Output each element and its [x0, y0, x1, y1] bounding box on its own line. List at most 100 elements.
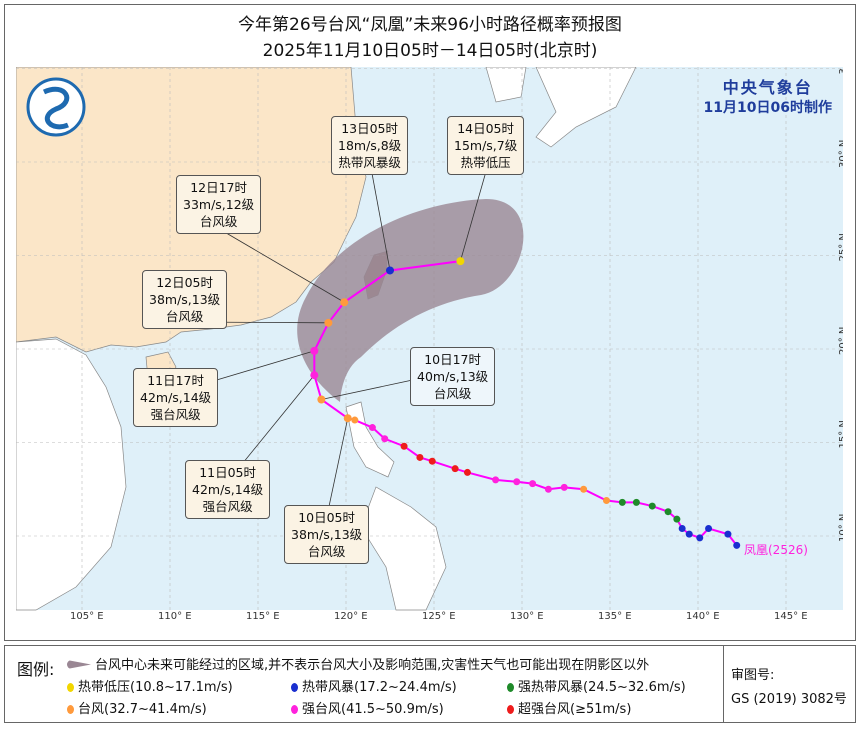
callout-level: 热带低压 [460, 155, 511, 170]
forecast-callout: 14日05时 15m/s,7级 热带低压 [447, 116, 525, 175]
cone-swatch-icon [67, 660, 91, 669]
legend: 图例: 台风中心未来可能经过的区域,并不表示台风大小及影响范围,灾害性天气也可能… [4, 645, 856, 723]
callout-wind: 42m/s,14级 [192, 482, 264, 497]
past-track-point [632, 498, 640, 506]
lon-label: 135° E [598, 611, 632, 622]
past-track-point [618, 498, 626, 506]
forecast-point[interactable] [456, 257, 465, 266]
typhoon-symbol-icon [507, 705, 514, 714]
callout-wind: 42m/s,14级 [140, 390, 212, 405]
legend-label: 强热带风暴(24.5~32.6m/s) [518, 680, 686, 695]
past-track-point [416, 453, 424, 461]
forecast-callout: 13日05时 18m/s,8级 热带风暴级 [331, 116, 409, 175]
past-track-point [705, 525, 713, 533]
callout-level: 强台风级 [202, 499, 253, 514]
past-track-point [451, 465, 459, 473]
past-track-point [463, 468, 471, 476]
callout-time: 13日05时 [341, 121, 399, 136]
forecast-callout: 12日17时 33m/s,12级 台风级 [176, 175, 262, 234]
past-track-point [529, 480, 537, 488]
review-label: 审图号: [731, 668, 775, 683]
legend-item: 台风(32.7~41.4m/s) [67, 698, 207, 717]
forecast-callout: 11日05时 42m/s,14级 强台风级 [185, 460, 271, 519]
lat-label: 25° N [838, 233, 843, 261]
callout-level: 台风级 [307, 544, 346, 559]
forecast-point[interactable] [317, 395, 326, 404]
past-track-point [724, 530, 732, 538]
callout-level: 热带风暴级 [338, 155, 401, 170]
callout-time: 11日17时 [147, 373, 204, 388]
lat-label: 35° N [838, 67, 843, 75]
indochina [16, 338, 127, 611]
leader-line [460, 167, 488, 262]
forecast-point[interactable] [343, 414, 352, 423]
callout-wind: 40m/s,13级 [417, 369, 489, 384]
typhoon-symbol-icon [507, 683, 514, 692]
legend-label: 强台风(41.5~50.9m/s) [302, 702, 444, 717]
lon-label: 105° E [70, 611, 104, 622]
forecast-point[interactable] [324, 318, 333, 327]
typhoon-name-label: 凤凰(2526) [744, 543, 808, 557]
callout-time: 12日17时 [190, 180, 247, 195]
leader-line [215, 226, 345, 303]
typhoon-symbol-icon [67, 683, 74, 692]
philippines-south [360, 486, 447, 611]
issue-time: 11月10日06时制作 [703, 100, 832, 116]
forecast-point[interactable] [310, 371, 319, 380]
map-title: 今年第26号台风“凤凰”未来96小时路径概率预报图 [238, 15, 622, 35]
legend-title: 图例: [17, 660, 55, 679]
forecast-point[interactable] [340, 298, 349, 307]
lon-label: 145° E [774, 611, 808, 622]
callout-time: 12日05时 [156, 275, 213, 290]
map-frame [4, 4, 856, 641]
callout-wind: 38m/s,13级 [291, 527, 363, 542]
lon-label: 110° E [158, 611, 192, 622]
callout-time: 10日17时 [424, 352, 481, 367]
typhoon-symbol-icon [291, 683, 298, 692]
past-track-point [685, 530, 693, 538]
forecast-callout: 10日17时 40m/s,13级 台风级 [410, 347, 496, 406]
forecast-point[interactable] [386, 266, 394, 275]
typhoon-symbol-icon [67, 705, 74, 714]
legend-item: 热带低压(10.8~17.1m/s) [67, 676, 233, 695]
past-track-point [560, 483, 568, 491]
review-number: GS (2019) 3082号 [731, 692, 847, 707]
past-track-point [678, 525, 686, 533]
legend-cone: 台风中心未来可能经过的区域,并不表示台风大小及影响范围,灾害性天气也可能出现在阴… [67, 654, 649, 673]
cma-logo [26, 77, 86, 137]
legend-item: 超强台风(≥51m/s) [507, 698, 631, 717]
callout-time: 11日05时 [199, 465, 256, 480]
legend-label: 超强台风(≥51m/s) [518, 702, 632, 717]
past-track-point [602, 496, 610, 504]
past-track-point [400, 442, 408, 450]
track-points [310, 257, 741, 549]
callout-level: 台风级 [433, 386, 472, 401]
past-track-point [733, 541, 741, 549]
korea [485, 67, 527, 103]
past-track-point [381, 435, 389, 443]
callout-time: 10日05时 [298, 510, 355, 525]
callout-wind: 38m/s,13级 [149, 292, 221, 307]
callout-wind: 15m/s,7级 [454, 138, 518, 153]
legend-item: 热带风暴(17.2~24.4m/s) [291, 676, 457, 695]
past-track-point [648, 502, 656, 510]
past-track-point [696, 534, 704, 542]
past-track-point [544, 485, 552, 493]
lon-label: 130° E [510, 611, 544, 622]
past-track-point [492, 476, 500, 484]
lon-label: 115° E [246, 611, 280, 622]
legend-label: 热带风暴(17.2~24.4m/s) [302, 680, 457, 695]
legend-cone-text: 台风中心未来可能经过的区域,并不表示台风大小及影响范围,灾害性天气也可能出现在阴… [95, 658, 650, 673]
japan [535, 67, 637, 148]
callout-wind: 33m/s,12级 [183, 197, 255, 212]
past-track-point [368, 424, 376, 432]
forecast-callout: 12日05时 38m/s,13级 台风级 [142, 270, 228, 329]
agency-block: 中央气象台 11月10日06时制作 [704, 78, 832, 118]
lat-label: 30° N [838, 140, 843, 168]
callout-level: 台风级 [199, 214, 238, 229]
callout-time: 14日05时 [457, 121, 515, 136]
lon-label: 140° E [686, 611, 720, 622]
legend-divider [723, 646, 724, 722]
lon-label: 120° E [334, 611, 368, 622]
forecast-point[interactable] [310, 346, 319, 355]
